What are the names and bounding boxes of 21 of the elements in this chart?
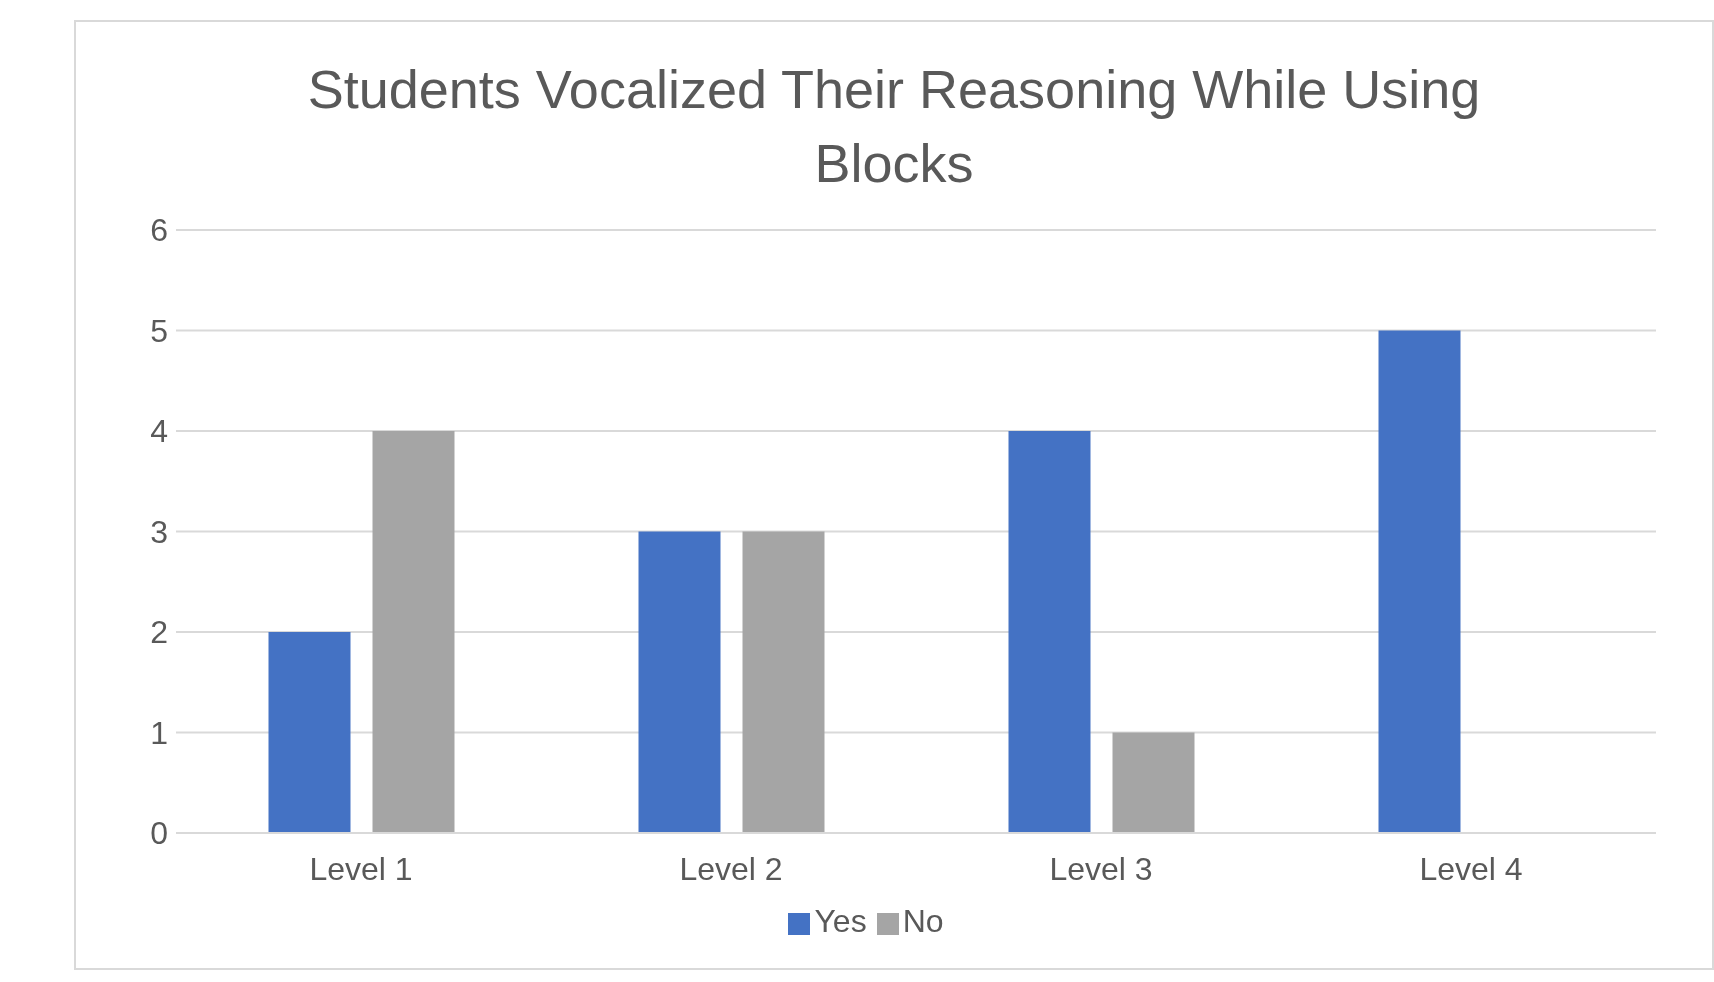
y-tick-label: 0 [150, 815, 168, 852]
y-tick-label: 1 [150, 714, 168, 751]
bar [1008, 431, 1091, 833]
x-tick-label: Level 3 [1049, 850, 1153, 887]
y-tick-label: 3 [150, 513, 168, 550]
bar [742, 531, 825, 833]
legend-label: No [902, 903, 944, 939]
y-tick-label: 6 [150, 212, 168, 249]
chart-title: Students Vocalized Their Reasoning While Using Blocks [306, 58, 1482, 195]
bar [638, 531, 721, 833]
bar [1378, 330, 1461, 833]
bar [268, 632, 351, 833]
x-tick-label: Level 2 [679, 850, 783, 887]
y-tick-label: 4 [150, 413, 168, 450]
x-tick-label: Level 1 [309, 850, 413, 887]
y-tick-label: 2 [150, 614, 168, 651]
bar [372, 431, 455, 833]
y-tick-label: 5 [150, 312, 168, 349]
bar [1112, 732, 1195, 833]
x-tick-label: Level 4 [1419, 850, 1523, 887]
legend-label: Yes [814, 903, 867, 939]
